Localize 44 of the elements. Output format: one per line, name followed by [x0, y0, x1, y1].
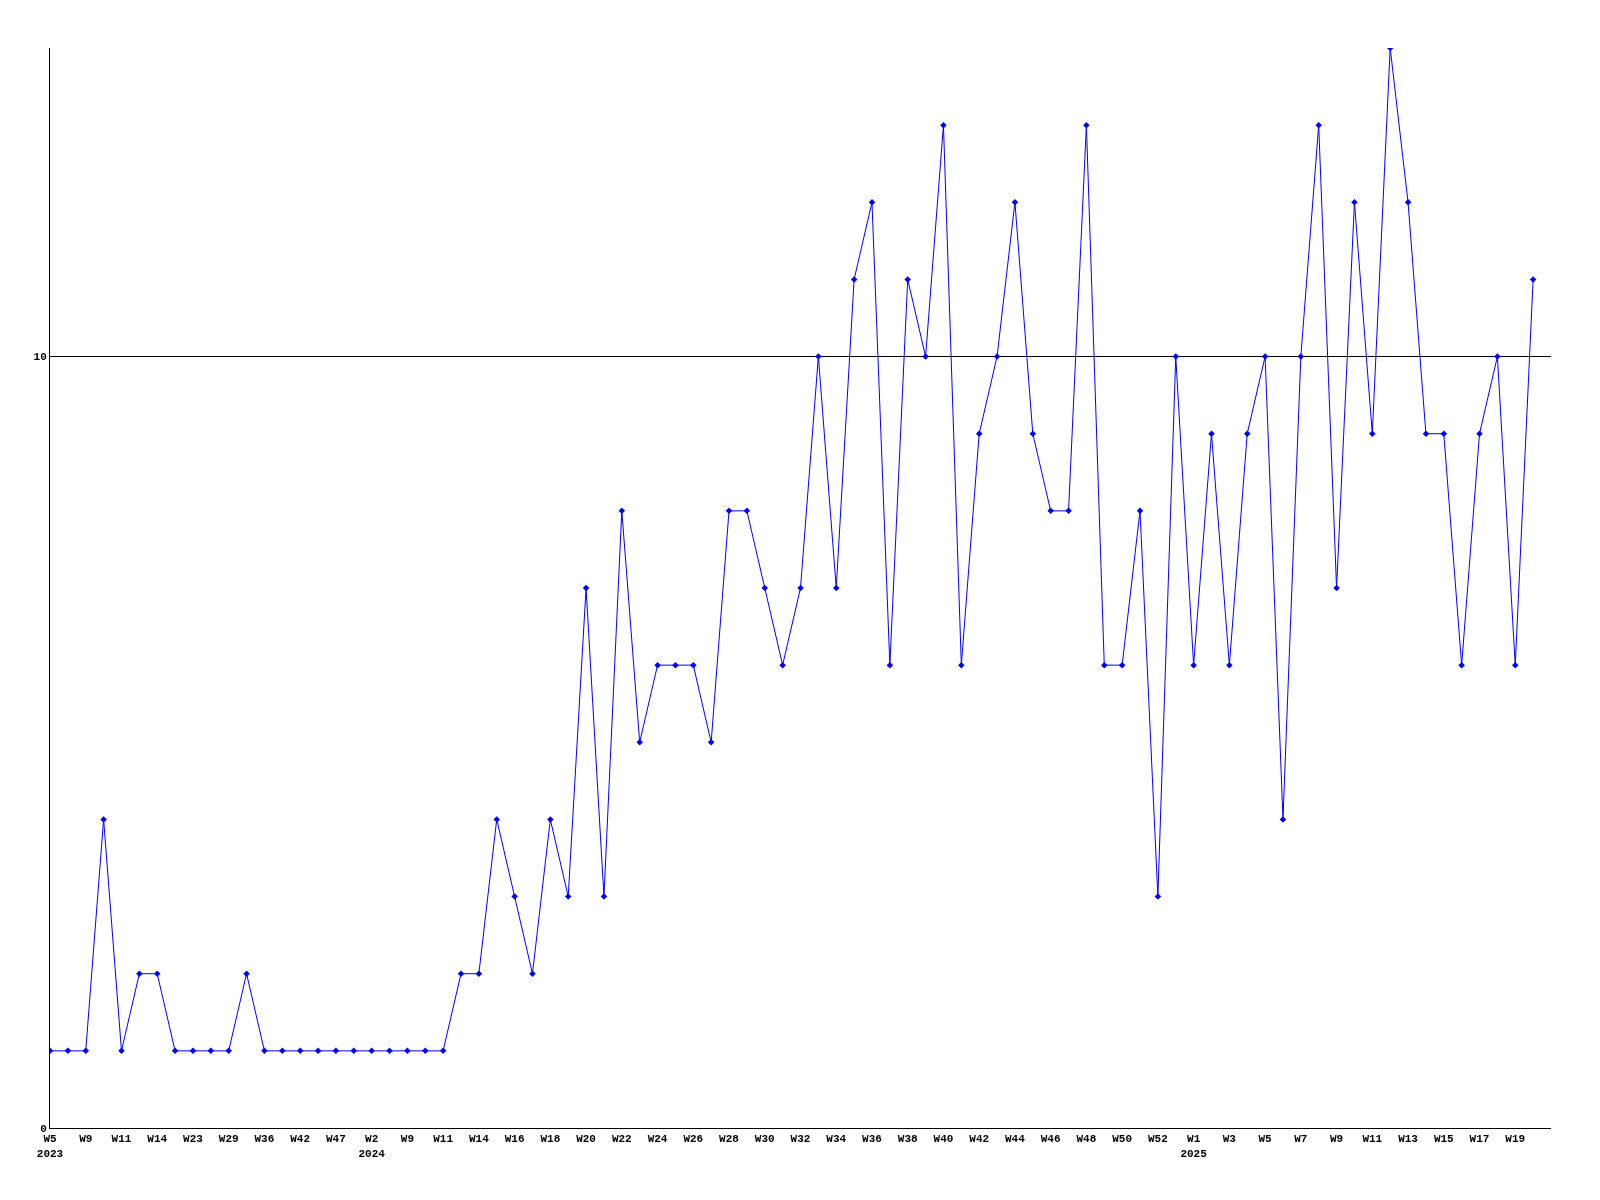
x-tick-label: W26: [683, 1133, 704, 1146]
x-tick-label: W44: [1005, 1133, 1026, 1146]
x-tick-label: W1 2025: [1180, 1133, 1208, 1160]
x-tick-label: W11: [433, 1133, 454, 1146]
x-tick-label: W50: [1112, 1133, 1133, 1146]
x-tick-label: W11: [111, 1133, 132, 1146]
x-tick-label: W42: [969, 1133, 990, 1146]
x-tick-label: W46: [1040, 1133, 1061, 1146]
x-tick-label: W47: [325, 1133, 346, 1146]
x-tick-label: W36: [862, 1133, 882, 1146]
y-tick-label: 0: [40, 1122, 47, 1135]
x-tick-label: W9: [1329, 1133, 1344, 1146]
x-tick-label: W5: [1258, 1133, 1273, 1146]
x-tick-label: W18: [540, 1133, 561, 1146]
x-tick-label: W19: [1505, 1133, 1526, 1146]
x-tick-label: W3: [1222, 1133, 1237, 1146]
x-tick-label: W2 2024: [358, 1133, 386, 1160]
x-tick-label: W42: [290, 1133, 311, 1146]
x-tick-label: W28: [719, 1133, 740, 1146]
x-tick-label: W34: [826, 1133, 847, 1146]
x-tick-label: W15: [1433, 1133, 1455, 1146]
x-tick-label: W23: [183, 1133, 204, 1146]
x-tick-label: W7: [1294, 1133, 1308, 1146]
y-tick-label: 10: [33, 351, 47, 364]
x-tick-label: W30: [754, 1133, 775, 1146]
x-tick-label: W13: [1398, 1133, 1419, 1146]
x-tick-label: W29: [218, 1133, 239, 1146]
x-tick-label: W16: [504, 1133, 525, 1146]
x-tick-label: W9: [400, 1133, 414, 1146]
x-tick-label: W14: [147, 1133, 168, 1146]
x-tick-label: W9: [79, 1133, 93, 1146]
x-tick-label: W17: [1469, 1133, 1490, 1146]
x-tick-label: W36: [254, 1133, 275, 1146]
x-tick-label: W14: [468, 1133, 490, 1146]
x-tick-label: W5 2023: [36, 1133, 64, 1160]
x-tick-label: W38: [897, 1133, 919, 1146]
x-tick-label: W52: [1147, 1133, 1168, 1146]
x-tick-label: W20: [576, 1133, 596, 1146]
x-tick-label: W32: [790, 1133, 811, 1146]
x-tick-label: W24: [647, 1133, 668, 1146]
x-tick-label: W48: [1076, 1133, 1097, 1146]
x-tick-label: W40: [933, 1133, 954, 1146]
x-tick-label: W22: [611, 1133, 632, 1146]
x-tick-label: W11: [1362, 1133, 1383, 1146]
